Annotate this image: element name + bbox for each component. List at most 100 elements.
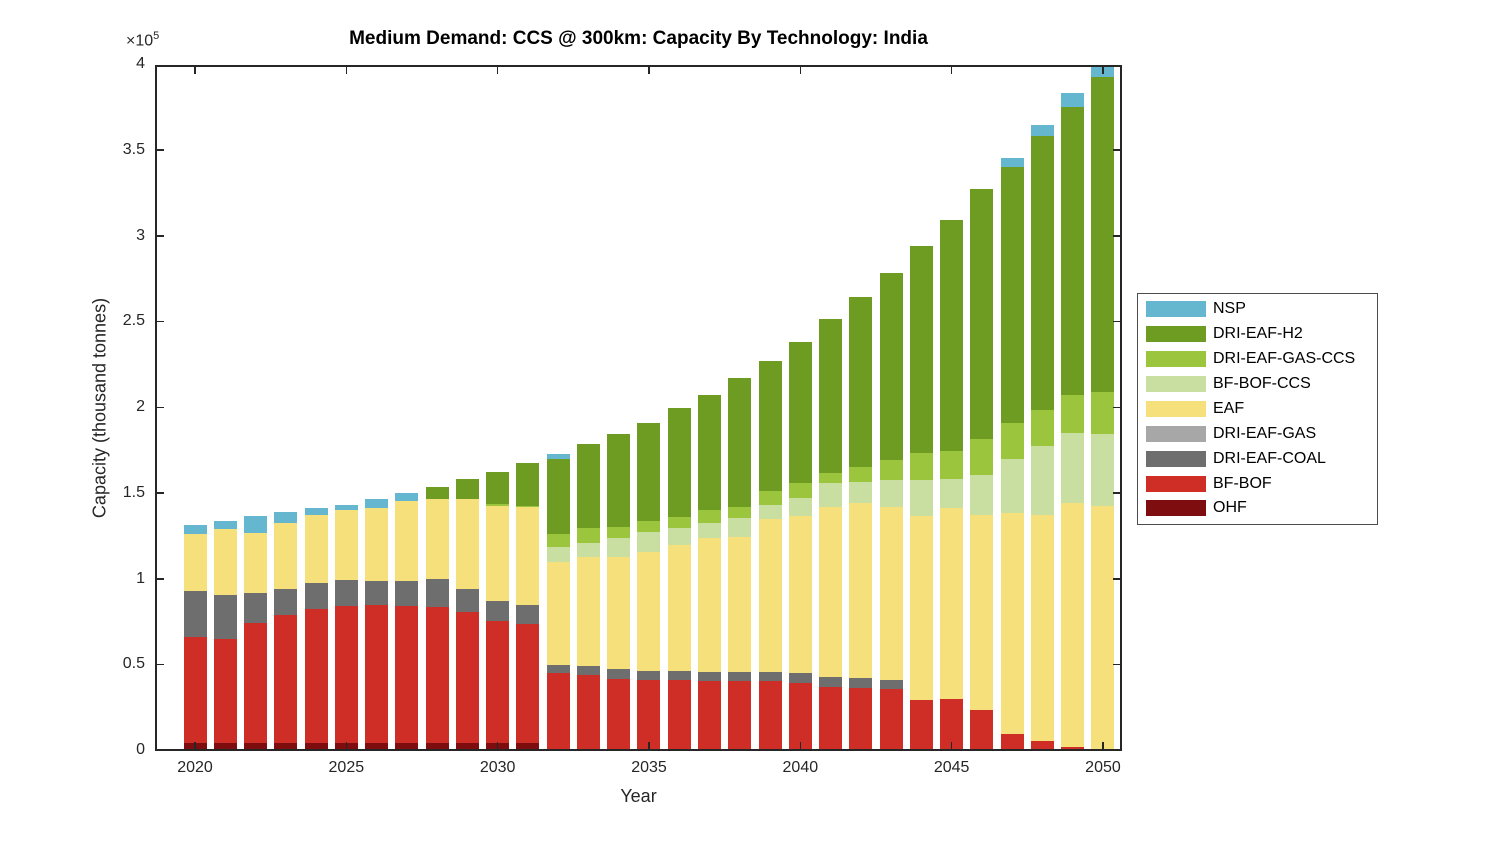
bar-segment-ohf-2027 [395,742,419,751]
y-tick-label: 1.5 [122,483,145,501]
bar-segment-dri-eaf-coal-2025 [334,580,358,606]
bar-segment-dri-eaf-coal-2027 [395,580,419,606]
bar-segment-dri-eaf-coal-2034 [607,669,631,679]
bar-segment-bf-bof-2043 [879,689,903,751]
x-tick-label: 2050 [1085,759,1121,776]
bar-segment-dri-eaf-gas-ccs-2045 [940,450,964,480]
bar-segment-bf-bof-ccs-2042 [849,481,873,503]
bar-segment-bf-bof-ccs-2047 [1000,459,1024,513]
bar-segment-dri-eaf-h2-2034 [607,434,631,527]
legend-swatch-bf-bof-ccs [1146,376,1206,393]
bar-segment-dri-eaf-coal-2029 [455,589,479,612]
bar-segment-bf-bof-ccs-2041 [819,483,843,507]
bar-segment-eaf-2042 [849,502,873,679]
bar-segment-dri-eaf-gas-ccs-2039 [758,491,782,506]
bar-segment-dri-eaf-coal-2036 [667,670,691,680]
plot-area [155,65,1122,751]
bar-segment-dri-eaf-h2-2041 [819,319,843,474]
bar-segment-ohf-2029 [455,742,479,751]
bar-segment-dri-eaf-coal-2030 [486,600,510,622]
bar-segment-ohf-2028 [425,742,449,751]
legend-label: DRI-EAF-GAS-CCS [1213,350,1356,368]
bar-segment-eaf-2029 [455,499,479,590]
legend-swatch-dri-eaf-gas-ccs [1146,351,1206,368]
bar-segment-nsp-2021 [213,520,237,530]
bar-segment-bf-bof-2042 [849,687,873,751]
bar-segment-dri-eaf-gas-ccs-2041 [819,473,843,484]
bar-segment-bf-bof-ccs-2049 [1061,433,1085,504]
y-tick-right [1113,406,1122,408]
x-tick-label: 2025 [328,759,365,776]
bar-segment-eaf-2039 [758,519,782,672]
y-tick-label: 2.5 [122,312,145,330]
bar-segment-eaf-2047 [1000,512,1024,735]
y-tick [155,663,164,666]
x-tick-label: 2020 [177,759,213,776]
bar-segment-bf-bof-ccs-2035 [637,531,661,552]
bar-segment-eaf-2031 [516,507,540,606]
legend-label: DRI-EAF-GAS [1213,424,1317,442]
bar-segment-ohf-2022 [244,742,268,751]
bar-segment-dri-eaf-gas-ccs-2038 [728,506,752,519]
y-tick-label: 3 [136,226,145,244]
y-tick-right [1113,749,1122,751]
bar-segment-dri-eaf-gas-ccs-2031 [516,505,540,508]
x-tick [950,742,953,751]
legend-item-dri-eaf-gas-ccs: DRI-EAF-GAS-CCS [1138,350,1377,368]
bar-segment-dri-eaf-h2-2044 [909,245,933,453]
bar-segment-dri-eaf-h2-2040 [788,342,812,484]
bar-segment-dri-eaf-h2-2043 [879,273,903,460]
x-tick-label: 2045 [933,759,970,776]
bar-segment-bf-bof-ccs-2032 [546,546,570,562]
bar-segment-dri-eaf-gas-ccs-2035 [637,520,661,532]
bar-segment-bf-bof-2026 [365,605,389,743]
bar-segment-dri-eaf-gas-ccs-2032 [546,534,570,547]
x-tick-label: 2040 [782,759,819,776]
x-tick-label: 2035 [631,759,667,776]
legend-item-eaf: EAF [1138,400,1377,418]
bar-segment-bf-bof-2027 [395,605,419,743]
bar-segment-bf-bof-2047 [1000,734,1024,751]
bar-segment-eaf-2032 [546,561,570,666]
legend-label: BF-BOF [1213,474,1272,492]
bar-segment-nsp-2023 [274,511,298,523]
bar-segment-dri-eaf-coal-2024 [304,583,328,610]
bar-segment-bf-bof-ccs-2039 [758,505,782,520]
x-tick-top [648,65,650,74]
bar-segment-ohf-2031 [516,743,540,751]
bar-segment-bf-bof-ccs-2040 [788,498,812,517]
bar-segment-dri-eaf-h2-2033 [576,444,600,529]
y-exponent-value: 5 [153,30,160,42]
legend-item-bf-bof-ccs: BF-BOF-CCS [1138,375,1377,393]
x-tick-label: 2030 [479,759,516,776]
legend-label: EAF [1213,399,1245,417]
bar-segment-dri-eaf-h2-2036 [667,408,691,518]
y-tick [155,65,164,67]
bar-segment-eaf-2035 [637,551,661,671]
y-tick [155,492,164,494]
bar-segment-bf-bof-2046 [970,710,994,751]
bar-segment-eaf-2041 [819,506,843,678]
legend-swatch-eaf [1146,400,1206,417]
bar-segment-ohf-2023 [274,743,298,751]
bar-segment-bf-bof-2044 [909,700,933,751]
chart-title: Medium Demand: CCS @ 300km: Capacity By … [349,28,928,49]
bar-segment-nsp-2026 [365,499,389,508]
bar-segment-eaf-2030 [486,505,510,601]
bar-segment-bf-bof-2041 [819,686,843,751]
y-tick-right [1113,235,1122,237]
legend-swatch-ohf [1146,500,1206,517]
bar-segment-dri-eaf-gas-ccs-2030 [486,504,510,506]
bar-segment-bf-bof-2038 [728,681,752,751]
bar-segment-dri-eaf-coal-2035 [637,670,661,680]
bar-segment-dri-eaf-coal-2037 [698,671,722,681]
y-tick-right [1113,663,1122,666]
bar-segment-ohf-2024 [304,742,328,751]
bar-segment-dri-eaf-gas-ccs-2034 [607,526,631,539]
bar-segment-dri-eaf-coal-2022 [244,593,268,623]
x-tick [1102,742,1104,751]
legend-swatch-nsp [1146,301,1206,318]
y-tick-right [1113,149,1122,151]
bar-segment-nsp-2024 [304,508,328,516]
bar-segment-bf-bof-2045 [940,699,964,751]
